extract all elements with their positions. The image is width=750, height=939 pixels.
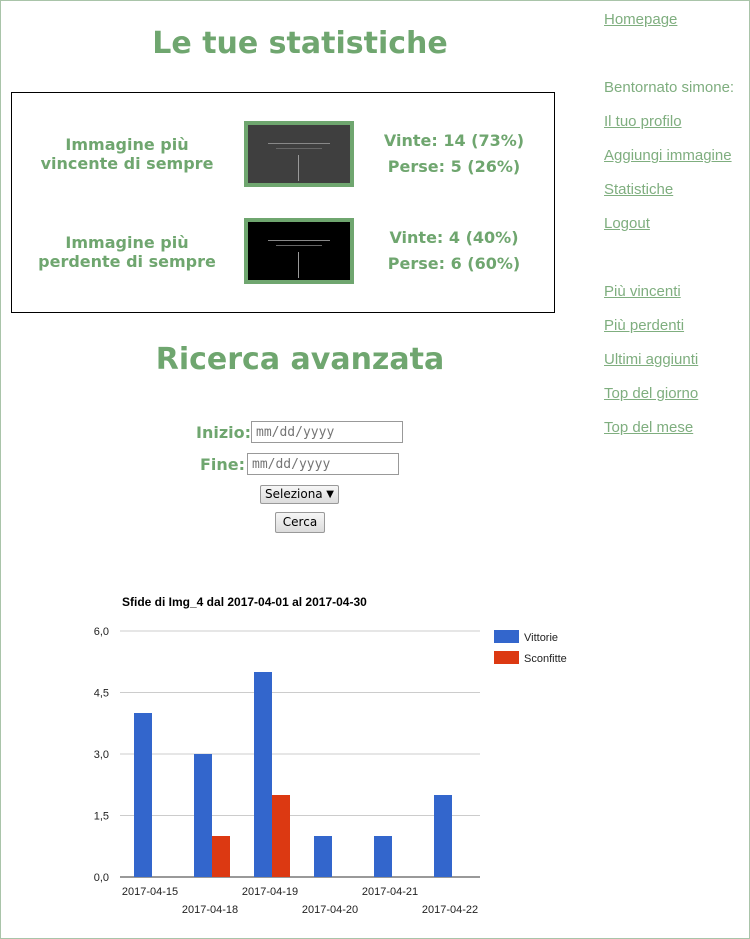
nav-latest[interactable]: Ultimi aggiunti — [604, 351, 699, 368]
nav-most-losses[interactable]: Più perdenti — [604, 317, 685, 334]
best-image-wins: Vinte: 14 (73%) — [383, 131, 525, 150]
start-date-label: Inizio: — [196, 423, 252, 442]
best-image-label: Immagine più vincente di sempre — [40, 135, 214, 173]
nav-logout[interactable]: Logout — [604, 215, 650, 232]
worst-image-wins: Vinte: 4 (40%) — [389, 228, 519, 247]
nav-most-wins[interactable]: Più vincenti — [604, 283, 681, 300]
end-date-label: Fine: — [200, 455, 246, 474]
start-date-input[interactable] — [251, 421, 403, 443]
best-image-losses: Perse: 5 (26%) — [387, 157, 521, 176]
nav-profile[interactable]: Il tuo profilo — [604, 113, 682, 130]
nav-add-image[interactable]: Aggiungi immagine — [604, 147, 732, 164]
image-select[interactable]: Seleziona ▼ — [260, 485, 339, 504]
nav-homepage[interactable]: Homepage — [604, 11, 678, 28]
welcome-text: Bentornato simone: — [604, 79, 735, 96]
worst-image-thumbnail[interactable] — [244, 218, 354, 284]
end-date-input[interactable] — [247, 453, 399, 475]
image-select-value: Seleziona — [265, 487, 323, 501]
nav-top-month[interactable]: Top del mese — [604, 419, 694, 436]
worst-image-losses: Perse: 6 (60%) — [387, 254, 521, 273]
chart-title: Sfide di Img_4 dal 2017-04-01 al 2017-04… — [122, 595, 367, 609]
best-image-thumbnail[interactable] — [244, 121, 354, 187]
search-title: Ricerca avanzata — [155, 342, 445, 377]
nav-top-day[interactable]: Top del giorno — [604, 385, 699, 402]
search-button[interactable]: Cerca — [275, 512, 325, 533]
stats-panel: Immagine più vincente di sempre Vinte: 1… — [11, 92, 555, 313]
page-title: Le tue statistiche — [152, 26, 448, 61]
chevron-down-icon: ▼ — [326, 489, 334, 500]
nav-statistics[interactable]: Statistiche — [604, 181, 674, 198]
worst-image-label: Immagine più perdente di sempre — [38, 233, 216, 271]
